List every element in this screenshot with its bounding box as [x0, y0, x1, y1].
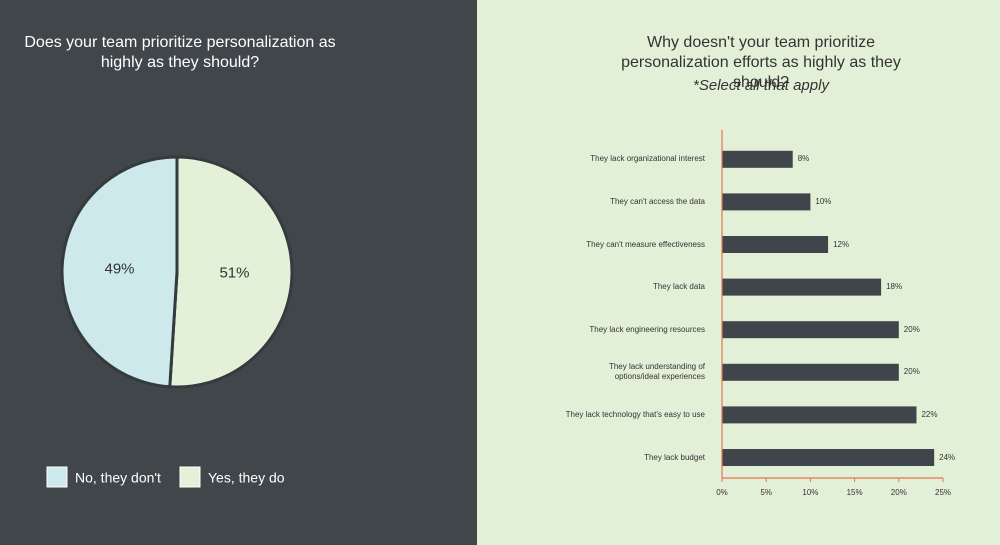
x-tick-label: 20%	[890, 488, 907, 497]
bar	[722, 449, 935, 466]
x-tick-label: 15%	[846, 488, 863, 497]
value-label: 10%	[815, 196, 832, 206]
bar	[722, 150, 793, 168]
category-label: They lack budget	[644, 452, 705, 462]
pie-value-label: 51%	[219, 264, 250, 282]
value-label: 12%	[833, 239, 850, 249]
pie-title: Does your team prioritize personalizatio…	[24, 34, 336, 71]
pie-value-label: 49%	[104, 260, 135, 278]
x-tick-label: 5%	[760, 488, 772, 497]
bar	[722, 193, 811, 211]
bar	[722, 321, 899, 339]
category-label: They can't measure effectiveness	[586, 239, 705, 249]
bar	[722, 406, 917, 424]
bar-title: Why doesn't your team prioritize persona…	[621, 34, 901, 91]
bar	[722, 363, 899, 381]
category-label: They lack data	[652, 282, 705, 292]
category-label: They can't access the data	[610, 196, 705, 206]
value-label: 20%	[903, 324, 920, 334]
legend-label: Yes, they do	[208, 469, 285, 486]
value-label: 24%	[939, 452, 956, 462]
bar	[722, 236, 829, 253]
legend-swatch	[179, 466, 201, 488]
x-tick-label: 0%	[716, 488, 728, 497]
x-tick-label: 25%	[934, 488, 952, 497]
category-label: They lack organizational interest	[590, 154, 705, 164]
pie-slice	[60, 155, 179, 389]
category-label: They lack engineering resources	[589, 324, 705, 334]
value-label: 22%	[921, 409, 938, 419]
legend-label: No, they don't	[75, 469, 161, 486]
x-tick-label: 10%	[802, 488, 819, 497]
bar-subtitle: *Select all that apply	[693, 77, 829, 94]
value-label: 18%	[886, 282, 903, 292]
value-label: 20%	[903, 367, 920, 377]
legend-swatch	[46, 466, 68, 488]
bar	[722, 278, 882, 296]
value-label: 8%	[797, 154, 810, 164]
category-label: They lack technology that's easy to use	[565, 409, 705, 419]
category-label: They lack understanding of options/ideal…	[608, 362, 705, 382]
pie-slice	[168, 155, 294, 389]
